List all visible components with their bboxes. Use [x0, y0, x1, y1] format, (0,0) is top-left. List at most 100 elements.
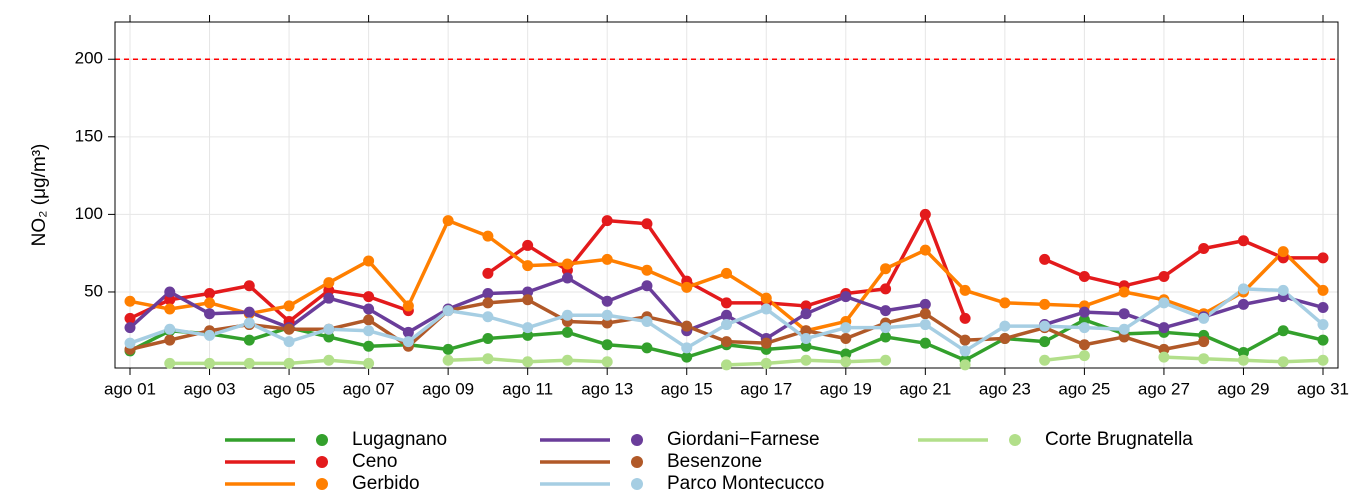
data-point — [1277, 325, 1289, 337]
data-point — [999, 320, 1011, 332]
data-point — [323, 323, 335, 335]
data-point — [721, 319, 732, 331]
legend-label: Giordani−Farnese — [667, 429, 820, 450]
series-line — [129, 297, 1205, 352]
data-point — [442, 343, 454, 355]
data-point — [124, 337, 136, 349]
data-point — [641, 218, 653, 230]
data-point — [800, 325, 812, 337]
data-point — [561, 272, 573, 284]
data-point — [1039, 336, 1051, 348]
legend-marker — [631, 456, 643, 468]
data-point — [800, 308, 812, 320]
data-point — [283, 357, 295, 369]
data-point — [323, 292, 335, 304]
data-point — [522, 322, 534, 334]
data-point — [1237, 283, 1249, 295]
data-point — [681, 351, 693, 363]
data-point — [641, 315, 653, 327]
data-point — [442, 305, 454, 317]
data-point — [681, 281, 693, 293]
data-point — [1158, 351, 1170, 363]
data-point — [880, 283, 892, 295]
data-point — [681, 320, 693, 332]
data-point — [919, 298, 931, 310]
data-point — [601, 295, 613, 307]
data-point — [601, 253, 613, 265]
data-point — [601, 317, 613, 329]
data-point — [482, 267, 494, 279]
data-point — [204, 329, 216, 341]
legend-label: Ceno — [352, 451, 397, 472]
data-point — [999, 297, 1011, 309]
data-point — [1078, 314, 1090, 326]
data-point — [164, 294, 176, 306]
data-point — [1039, 354, 1051, 366]
data-point — [840, 291, 852, 303]
data-point — [1078, 339, 1090, 351]
data-point — [1277, 284, 1289, 296]
data-point — [561, 258, 573, 270]
data-point — [959, 312, 971, 324]
data-point — [1237, 354, 1249, 366]
data-point — [204, 357, 216, 369]
data-point — [1198, 353, 1210, 365]
data-point — [1039, 253, 1051, 265]
legend-label: Parco Montecucco — [667, 473, 824, 494]
y-axis-label: NO₂ (μg/m³) — [29, 144, 50, 247]
series-line — [169, 353, 1324, 367]
data-point — [482, 333, 494, 345]
legend-marker — [316, 456, 328, 468]
data-point — [959, 334, 971, 346]
x-tick-label: ago 11 — [502, 379, 553, 398]
data-point — [561, 309, 573, 321]
x-tick-label: ago 03 — [184, 379, 236, 398]
data-point — [919, 337, 931, 349]
x-tick-label: ago 13 — [581, 379, 633, 398]
data-point — [402, 300, 414, 312]
data-point — [243, 334, 255, 346]
y-tick-label: 100 — [75, 204, 103, 223]
data-point — [561, 326, 573, 338]
data-point — [1039, 298, 1051, 310]
data-point — [323, 331, 335, 343]
data-point — [641, 264, 653, 276]
data-point — [919, 319, 931, 331]
data-point — [442, 354, 454, 366]
data-point — [204, 288, 216, 300]
x-tick-label: ago 17 — [740, 379, 792, 398]
data-point — [999, 333, 1011, 345]
data-point — [204, 308, 216, 320]
data-point — [1317, 319, 1329, 331]
legend-marker — [316, 434, 328, 446]
x-tick-label: ago 01 — [104, 379, 156, 398]
x-tick-label: ago 07 — [343, 379, 395, 398]
data-point — [840, 348, 852, 360]
legend-label: Besenzone — [667, 451, 762, 472]
data-point — [402, 336, 414, 348]
data-point — [800, 340, 812, 352]
data-point — [522, 260, 534, 272]
data-point — [561, 354, 573, 366]
data-point — [760, 337, 772, 349]
data-point — [959, 345, 971, 357]
data-point — [522, 329, 534, 341]
data-point — [243, 280, 255, 292]
data-point — [919, 308, 931, 320]
data-point — [1158, 297, 1170, 309]
data-point — [363, 325, 375, 337]
y-tick-label: 150 — [75, 126, 103, 145]
y-tick-label: 50 — [84, 281, 103, 300]
data-point — [283, 336, 295, 348]
data-point — [323, 354, 335, 366]
x-tick-label: ago 21 — [899, 379, 951, 398]
data-point — [164, 334, 176, 346]
data-point — [243, 357, 255, 369]
data-point — [880, 331, 892, 343]
data-point — [919, 244, 931, 256]
data-point — [482, 288, 494, 300]
data-point — [601, 339, 613, 351]
data-point — [363, 303, 375, 315]
data-point — [880, 322, 892, 334]
